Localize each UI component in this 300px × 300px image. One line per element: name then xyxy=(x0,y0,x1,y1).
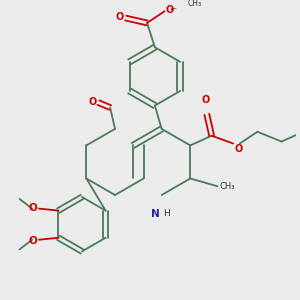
Text: O: O xyxy=(116,12,124,22)
Text: O: O xyxy=(234,145,242,154)
Text: N: N xyxy=(151,208,160,219)
Text: O: O xyxy=(202,94,210,105)
Text: O: O xyxy=(166,5,174,15)
Text: O: O xyxy=(28,202,37,213)
Text: O: O xyxy=(88,97,97,107)
Text: O: O xyxy=(28,236,37,246)
Text: CH₃: CH₃ xyxy=(220,182,235,191)
Text: H: H xyxy=(164,208,170,217)
Text: CH₃: CH₃ xyxy=(188,0,202,8)
